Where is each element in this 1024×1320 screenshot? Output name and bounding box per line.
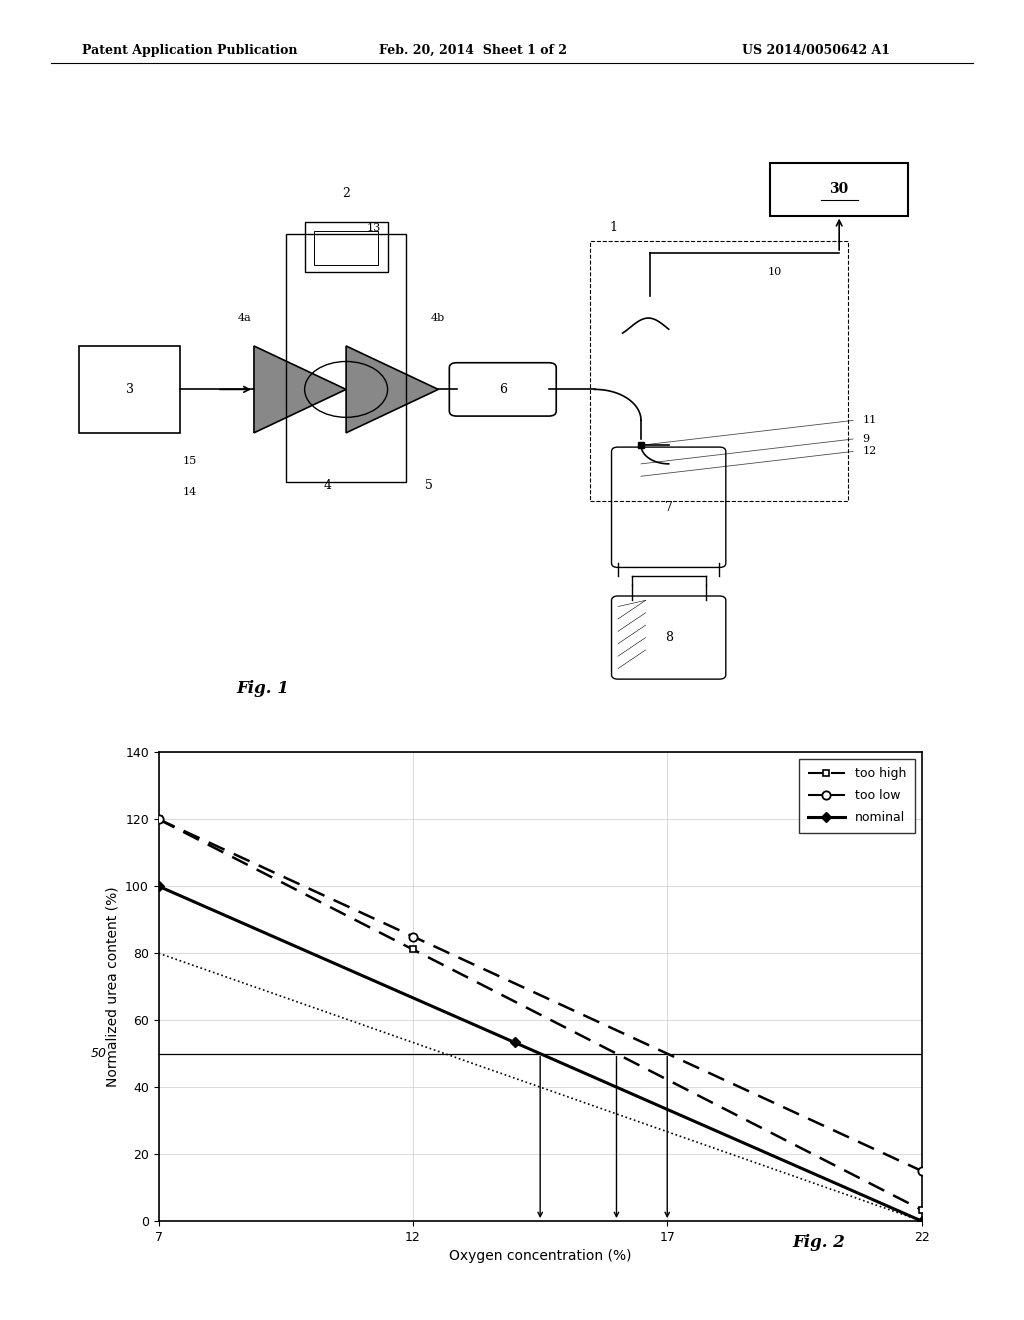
Text: 10: 10 <box>768 267 781 277</box>
Text: Fig. 1: Fig. 1 <box>237 680 290 697</box>
Text: 2: 2 <box>342 187 350 201</box>
Text: 12: 12 <box>862 446 877 457</box>
Text: 6: 6 <box>499 383 507 396</box>
Bar <box>287 235 406 483</box>
Text: US 2014/0050642 A1: US 2014/0050642 A1 <box>742 44 891 57</box>
Text: 14: 14 <box>182 487 197 496</box>
FancyBboxPatch shape <box>450 363 556 416</box>
Text: 4a: 4a <box>238 313 252 323</box>
Bar <box>305 222 388 272</box>
Polygon shape <box>346 346 438 433</box>
Text: 13: 13 <box>367 223 381 234</box>
Polygon shape <box>254 346 346 433</box>
Text: 11: 11 <box>862 416 877 425</box>
Text: Patent Application Publication: Patent Application Publication <box>82 44 297 57</box>
Y-axis label: Normalized urea content (%): Normalized urea content (%) <box>105 887 120 1086</box>
Legend: too high, too low, nominal: too high, too low, nominal <box>799 759 915 833</box>
Text: Feb. 20, 2014  Sheet 1 of 2: Feb. 20, 2014 Sheet 1 of 2 <box>379 44 567 57</box>
Text: 8: 8 <box>665 631 673 644</box>
Text: 9: 9 <box>862 434 869 444</box>
Text: 7: 7 <box>665 500 673 513</box>
Text: 5: 5 <box>425 479 433 491</box>
Text: 30: 30 <box>829 182 849 195</box>
Text: 50: 50 <box>91 1047 106 1060</box>
Bar <box>79 346 180 433</box>
Text: 3: 3 <box>126 383 134 396</box>
Bar <box>770 162 908 215</box>
Text: Fig. 2: Fig. 2 <box>793 1234 846 1251</box>
Text: 15: 15 <box>182 455 197 466</box>
Text: 4b: 4b <box>431 313 445 323</box>
Bar <box>314 231 379 265</box>
Text: 4: 4 <box>324 479 332 491</box>
Bar <box>591 240 848 502</box>
Text: 1: 1 <box>609 222 617 234</box>
X-axis label: Oxygen concentration (%): Oxygen concentration (%) <box>449 1249 632 1263</box>
